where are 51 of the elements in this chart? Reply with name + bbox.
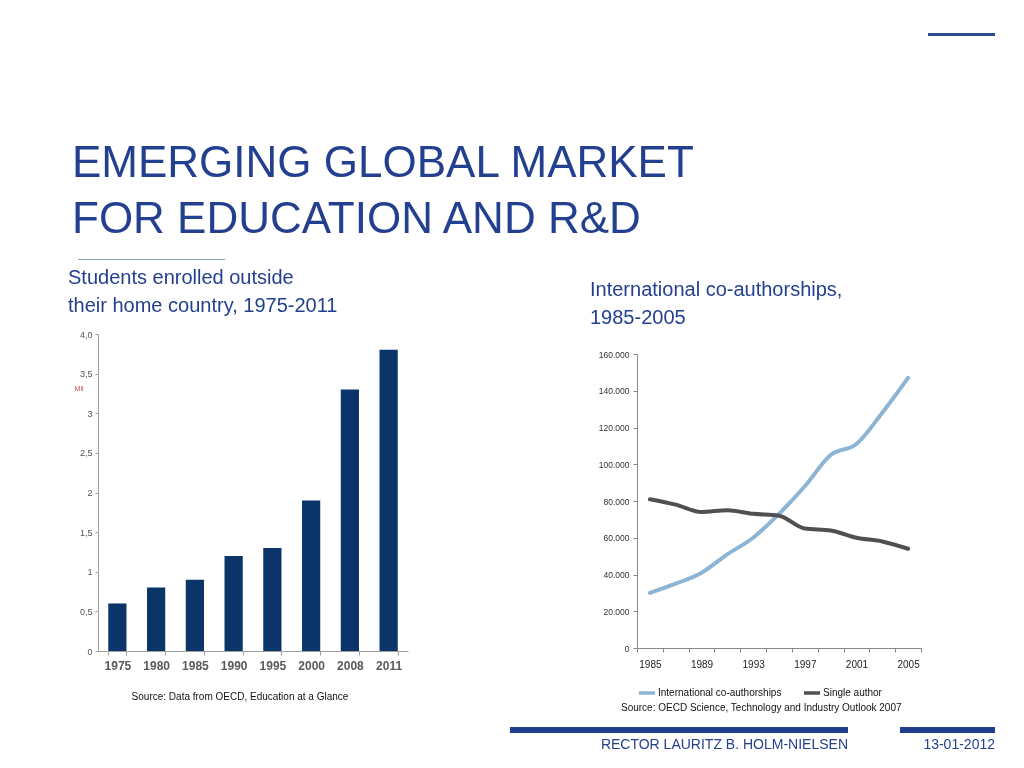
x-tick-label: 1985	[182, 658, 210, 673]
y-tick-label: 4,0	[79, 329, 93, 340]
y-tick-label: 60.000	[603, 533, 630, 544]
x-tick-label: 1990	[220, 658, 248, 673]
y-tick-label: 2,5	[79, 448, 93, 459]
y-tick-label: 0,5	[79, 606, 93, 617]
x-tick-label: 2000	[298, 658, 326, 673]
x-tick-label: 1997	[794, 658, 817, 670]
x-tick-label: 1993	[742, 658, 766, 670]
chart-title: International co-authorships, 1985-2005	[590, 277, 843, 330]
line-series	[647, 497, 911, 551]
x-tick-label: 2005	[897, 658, 921, 670]
bar	[147, 587, 166, 651]
y-tick-label: 120.000	[598, 423, 630, 433]
x-tick-label: 2011	[376, 658, 403, 673]
text: RECTOR LAURITZ B. HOLM-NIELSEN	[600, 736, 848, 752]
bar	[224, 555, 243, 651]
text: 13-01-2012	[923, 736, 995, 752]
y-tick-label: 40.000	[603, 570, 630, 580]
legend-label: International co-authorships	[658, 687, 782, 698]
y-tick-label: 80.000	[603, 496, 630, 507]
y-tick-label: 1,5	[79, 527, 93, 538]
bar	[108, 603, 127, 651]
source-note: Source: OECD Science, Technology and Industry Outlook 2007	[621, 702, 902, 714]
y-tick-label: 2	[87, 488, 93, 498]
line-series	[647, 375, 911, 595]
x-tick-label: 1995	[259, 658, 287, 673]
y-tick-label: 3,5	[79, 369, 93, 380]
text: EMERGING GLOBAL MARKET FOR EDUCATION AND R&D	[72, 136, 694, 244]
chart-title: Students enrolled outside their home country, 1975-2011	[68, 265, 338, 318]
y-tick-label: 0	[624, 643, 630, 654]
y-tick-label: 0	[87, 646, 93, 657]
x-tick-label: 2008	[337, 658, 365, 673]
bar	[340, 389, 359, 651]
bar	[379, 349, 398, 651]
y-tick-label: 160.000	[598, 349, 630, 360]
y-tick-label: 3	[87, 408, 93, 419]
y-tick-label: 140.000	[598, 386, 630, 397]
y-tick-label: 100.000	[598, 459, 630, 470]
x-tick-label: 1989	[690, 658, 714, 670]
bar	[185, 579, 204, 651]
legend-label: Single author	[823, 687, 883, 698]
x-tick-label: 1980	[143, 658, 171, 673]
bar	[263, 547, 282, 651]
x-tick-label: 1985	[639, 658, 662, 670]
bar	[302, 500, 321, 651]
source-note: Source: Data from OECD, Education at a Glance	[131, 691, 349, 703]
y-tick-label: 1	[87, 567, 93, 578]
x-tick-label: 2001	[845, 658, 869, 670]
x-tick-label: 1975	[104, 658, 132, 673]
y-tick-label: 20.000	[603, 606, 630, 617]
